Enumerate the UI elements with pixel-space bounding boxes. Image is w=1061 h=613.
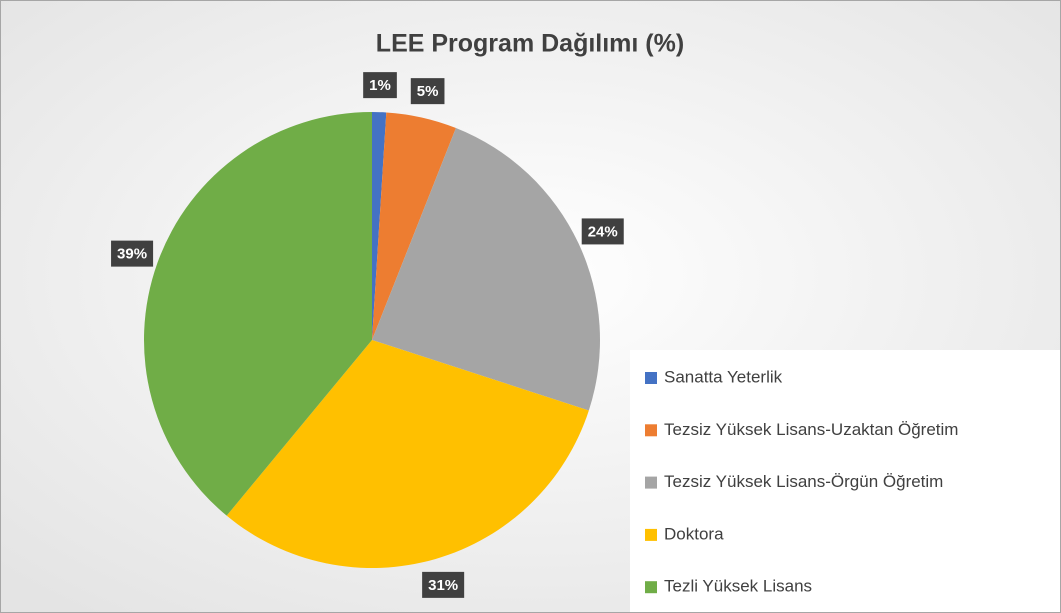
data-label: 39% [117,246,147,263]
pie-slice [372,112,456,340]
legend-swatch [645,424,657,437]
pie-slice [144,112,372,516]
chart-title: LEE Program Dağılımı (%) [376,30,684,58]
legend-label: Tezsiz Yüksek Lisans-Uzaktan Öğretim [664,420,958,439]
legend-background [630,350,1060,612]
legend-label: Tezli Yüksek Lisans [664,577,812,596]
data-label-box [422,571,465,598]
legend-label: Sanatta Yeterlik [664,367,783,386]
pie-slice [226,340,589,568]
pie-slice [372,112,387,340]
legend-swatch [645,372,657,384]
data-label-box [111,240,154,267]
pie-slice [372,128,600,411]
data-label-box [363,72,397,99]
data-label: 24% [588,223,618,240]
data-label-box [410,78,445,105]
legend-label: Doktora [664,524,724,543]
data-label: 31% [428,577,458,594]
data-label: 1% [369,77,391,94]
legend-label: Tezsiz Yüksek Lisans-Örgün Öğretim [664,472,943,491]
data-label: 5% [417,83,439,100]
legend-swatch [645,581,657,594]
data-label-box [581,218,624,245]
legend-swatch [645,528,657,541]
legend-swatch [645,476,657,489]
